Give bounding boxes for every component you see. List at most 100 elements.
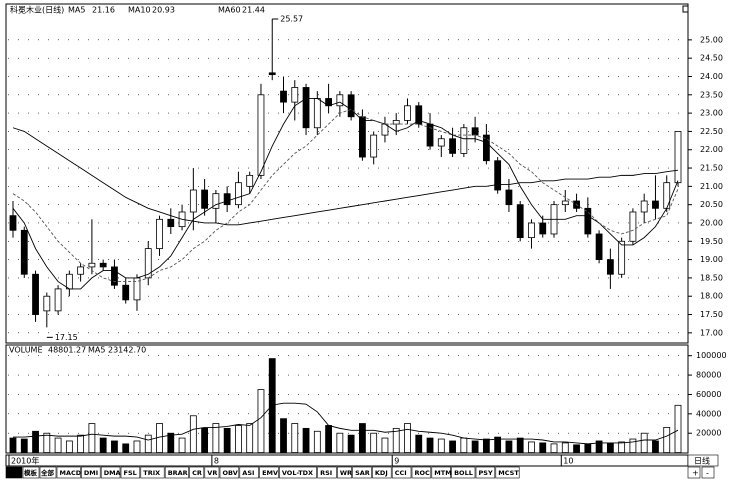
tab[interactable] [189, 466, 205, 479]
candle-body [505, 189, 513, 206]
tab-label[interactable]: FSL [124, 469, 137, 477]
tab[interactable] [279, 466, 317, 479]
tab[interactable] [5, 466, 23, 479]
tab-label[interactable]: BOLL [454, 469, 473, 477]
tab[interactable] [431, 466, 451, 479]
x-tick-label: 2010年 [11, 456, 39, 466]
y-tick-label: 17.50 [700, 310, 723, 319]
y-tick-label: 18.00 [700, 292, 723, 301]
tab[interactable] [337, 466, 352, 479]
candle-body [65, 273, 73, 290]
tab[interactable] [352, 466, 372, 479]
volume-bar [381, 437, 389, 453]
tab-label[interactable]: OBV [223, 469, 238, 477]
tab[interactable] [22, 466, 40, 479]
y-tick-label: 18.50 [700, 273, 723, 282]
tab[interactable] [239, 466, 259, 479]
tab[interactable] [259, 466, 279, 479]
volume-ma-value: 23142.70 [108, 346, 146, 355]
tab-label[interactable]: RSI [320, 469, 332, 477]
tab[interactable] [164, 466, 189, 479]
tab-label[interactable]: CCI [395, 469, 407, 477]
tab[interactable] [391, 466, 412, 479]
tab[interactable] [56, 466, 81, 479]
candle-body [528, 222, 535, 239]
ma-line [12, 98, 679, 290]
y-tick-label: 23.50 [700, 90, 723, 99]
volume-bar [471, 440, 479, 454]
candle-body [606, 259, 614, 275]
low-annotation: 17.15 [55, 333, 78, 342]
tab[interactable] [411, 466, 432, 479]
y-tick-label: 20.00 [700, 218, 723, 227]
tab-label[interactable]: 模板 [24, 468, 38, 477]
y-tick-label: 80000 [696, 371, 721, 380]
tab-label[interactable]: 全部 [40, 468, 55, 477]
candle-body [640, 200, 648, 213]
period-box[interactable] [687, 454, 719, 467]
period-label[interactable]: 日线 [694, 456, 710, 466]
tab-label[interactable]: ASI [242, 469, 254, 477]
tab-label[interactable]: MACD [60, 469, 82, 477]
tab-label[interactable]: MTM [434, 469, 451, 477]
tab-label[interactable]: SAR [355, 469, 370, 477]
zoom-button[interactable] [701, 466, 715, 479]
volume-bar [516, 437, 524, 453]
ma-line [12, 108, 679, 283]
candle-body [370, 134, 378, 158]
volume-bar [43, 432, 51, 453]
tab-label[interactable]: VR [207, 469, 217, 477]
tab[interactable] [451, 466, 476, 479]
tab-label[interactable]: BRAR [168, 469, 188, 477]
zoom-button[interactable] [687, 466, 701, 479]
candle-body [9, 215, 17, 231]
zoom-button-label[interactable]: + [692, 469, 699, 478]
tab[interactable] [140, 466, 165, 479]
candle-body [291, 87, 299, 103]
tab-label[interactable]: MCST [498, 469, 519, 477]
zoom-button-label[interactable]: - [706, 469, 709, 478]
tab-label[interactable]: DMA [104, 469, 121, 477]
volume-bar [494, 436, 502, 453]
volume-bar [144, 434, 152, 454]
tab-label[interactable]: KDJ [375, 469, 388, 477]
volume-bar [336, 432, 344, 453]
x-tick-label: 9 [394, 457, 399, 466]
y-tick-label: 21.00 [700, 182, 723, 191]
tab-label[interactable]: CR [192, 469, 202, 477]
candle-body [235, 182, 242, 206]
tab[interactable] [204, 466, 220, 479]
tab-label[interactable]: ROC [415, 469, 431, 477]
y-tick-label: 19.00 [700, 255, 723, 264]
tab[interactable] [39, 466, 57, 479]
tab-label[interactable]: WR [340, 469, 352, 477]
tab[interactable] [120, 466, 141, 479]
candle-body [471, 127, 479, 136]
volume-bar [640, 432, 648, 453]
volume-bar [528, 441, 535, 454]
tab-label[interactable]: VOL-TDX [282, 469, 313, 477]
ma-value: 20.93 [152, 6, 175, 15]
tab[interactable] [219, 466, 240, 479]
tab[interactable] [372, 466, 392, 479]
volume-bar [573, 444, 580, 453]
tab-label[interactable]: TRIX [143, 469, 160, 477]
volume-bar [235, 425, 242, 454]
tab[interactable] [100, 466, 121, 479]
tab[interactable] [317, 466, 337, 479]
candle-body [584, 207, 592, 235]
candle-body [313, 98, 321, 129]
candle-body [663, 182, 671, 209]
tab-label[interactable]: DMI [84, 469, 98, 477]
candle-body [122, 284, 130, 301]
corner-box [682, 5, 689, 13]
tab-label[interactable]: PSY [479, 469, 493, 477]
tab-label[interactable]: EMV [262, 469, 278, 477]
candle-body [516, 204, 524, 239]
tab-label[interactable]: 指标 [7, 468, 21, 477]
tab[interactable] [495, 466, 520, 479]
tab[interactable] [81, 466, 101, 479]
tab[interactable] [475, 466, 496, 479]
volume-bar [99, 437, 107, 453]
